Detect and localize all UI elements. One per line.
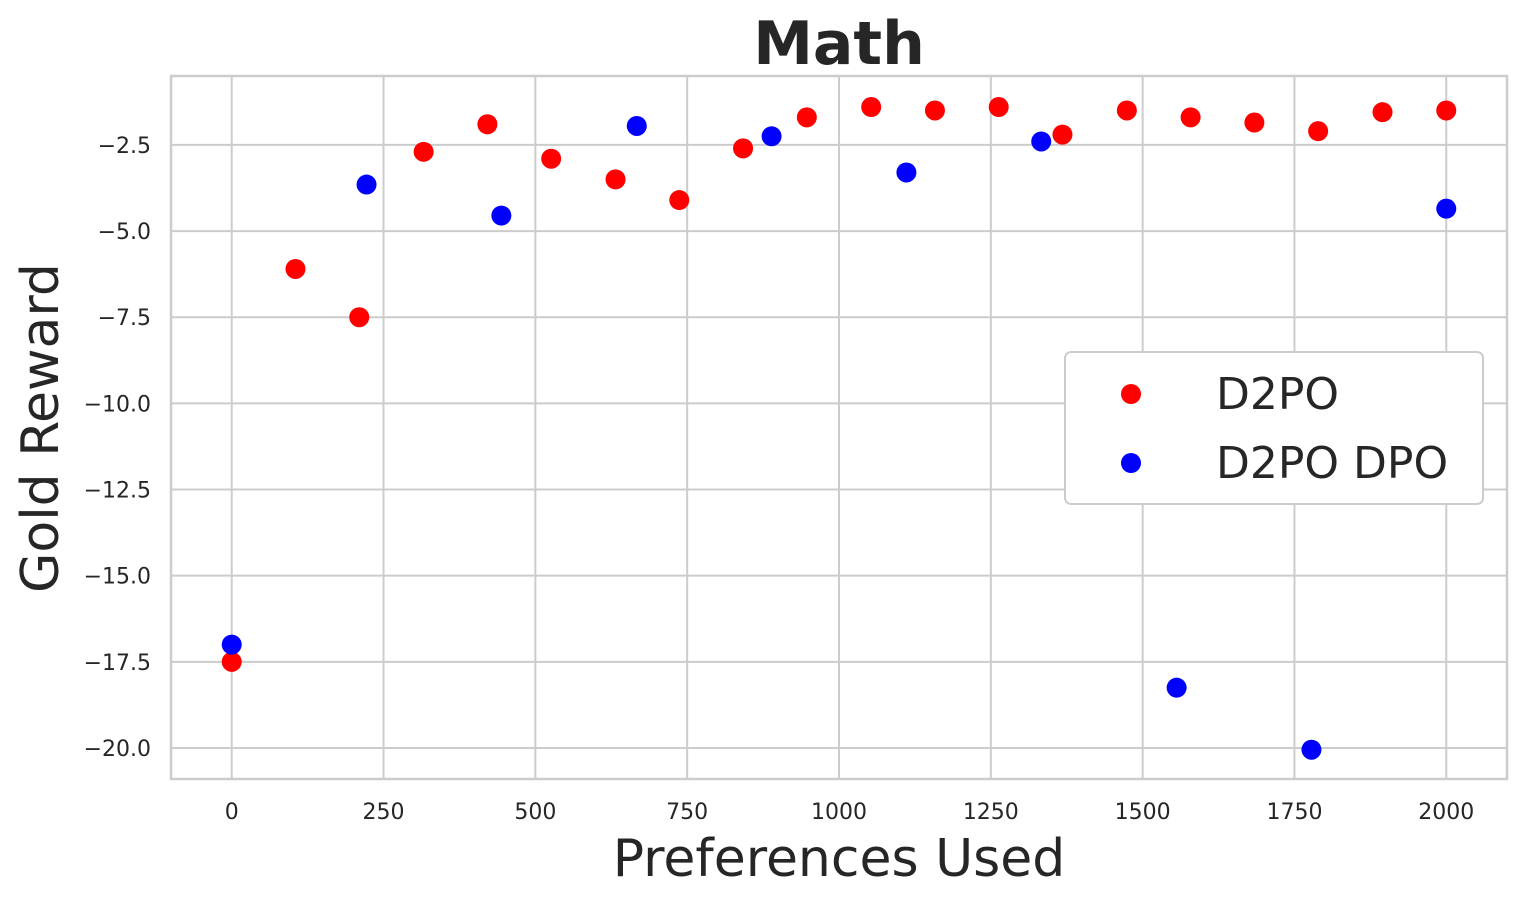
y-tick-labels: −2.5 −5.0 −7.5 −10.0 −12.5 −15.0 −17.5 −20.0 (84, 134, 151, 762)
data-point (1116, 100, 1137, 121)
x-axis-label: Preferences Used (613, 829, 1066, 889)
y-tick-label: −5.0 (98, 220, 151, 245)
y-tick-label: −10.0 (84, 392, 151, 417)
data-point (924, 100, 945, 121)
series-1 (221, 97, 1457, 672)
data-point (605, 169, 626, 190)
data-point (491, 205, 512, 226)
chart-title: Math (753, 9, 925, 79)
x-tick-labels: 0 250 500 750 1000 1250 1500 1750 2000 (225, 800, 1475, 825)
plot-frame (169, 74, 1509, 781)
data-point (1180, 107, 1201, 128)
data-point (896, 162, 917, 183)
data-point (1244, 112, 1265, 133)
x-tick-label: 1750 (1266, 800, 1322, 825)
x-tick-label: 0 (225, 800, 239, 825)
data-point (221, 634, 242, 655)
x-tick-label: 250 (363, 800, 405, 825)
data-point (356, 174, 377, 195)
data-point (796, 107, 817, 128)
y-tick-label: −20.0 (84, 737, 151, 762)
data-point (413, 141, 434, 162)
data-point (477, 114, 498, 135)
data-point (1372, 102, 1393, 123)
data-point (761, 126, 782, 147)
data-point (1052, 124, 1073, 145)
y-tick-label: −15.0 (84, 565, 151, 590)
legend-marker (1121, 384, 1141, 404)
x-tick-label: 500 (514, 800, 556, 825)
y-tick-label: −7.5 (98, 306, 151, 331)
x-tick-label: 1000 (811, 800, 867, 825)
legend: D2PO D2PO DPO (1064, 351, 1484, 505)
series-2 (221, 115, 1457, 760)
legend-label: D2PO DPO (1216, 438, 1448, 489)
data-point (349, 307, 370, 328)
legend-label: D2PO (1216, 369, 1339, 420)
x-tick-label: 2000 (1418, 800, 1474, 825)
data-point (1436, 198, 1457, 219)
grid (171, 76, 1507, 779)
data-point (1031, 131, 1052, 152)
y-tick-label: −2.5 (98, 134, 151, 159)
data-point (221, 651, 242, 672)
data-points (221, 97, 1457, 760)
data-point (626, 115, 647, 136)
x-tick-label: 1250 (963, 800, 1019, 825)
legend-box (1064, 351, 1484, 505)
x-tick-label: 1500 (1115, 800, 1171, 825)
data-point (1166, 677, 1187, 698)
y-tick-label: −12.5 (84, 479, 151, 504)
legend-marker (1121, 453, 1141, 473)
y-axis-label: Gold Reward (11, 263, 71, 593)
data-point (669, 190, 690, 211)
data-point (733, 138, 754, 159)
data-point (541, 148, 562, 169)
data-point (1301, 739, 1322, 760)
data-point (861, 97, 882, 118)
data-point (988, 97, 1009, 118)
data-point (285, 258, 306, 279)
data-point (1308, 121, 1329, 142)
x-tick-label: 750 (666, 800, 708, 825)
y-tick-label: −17.5 (84, 651, 151, 676)
data-point (1436, 100, 1457, 121)
